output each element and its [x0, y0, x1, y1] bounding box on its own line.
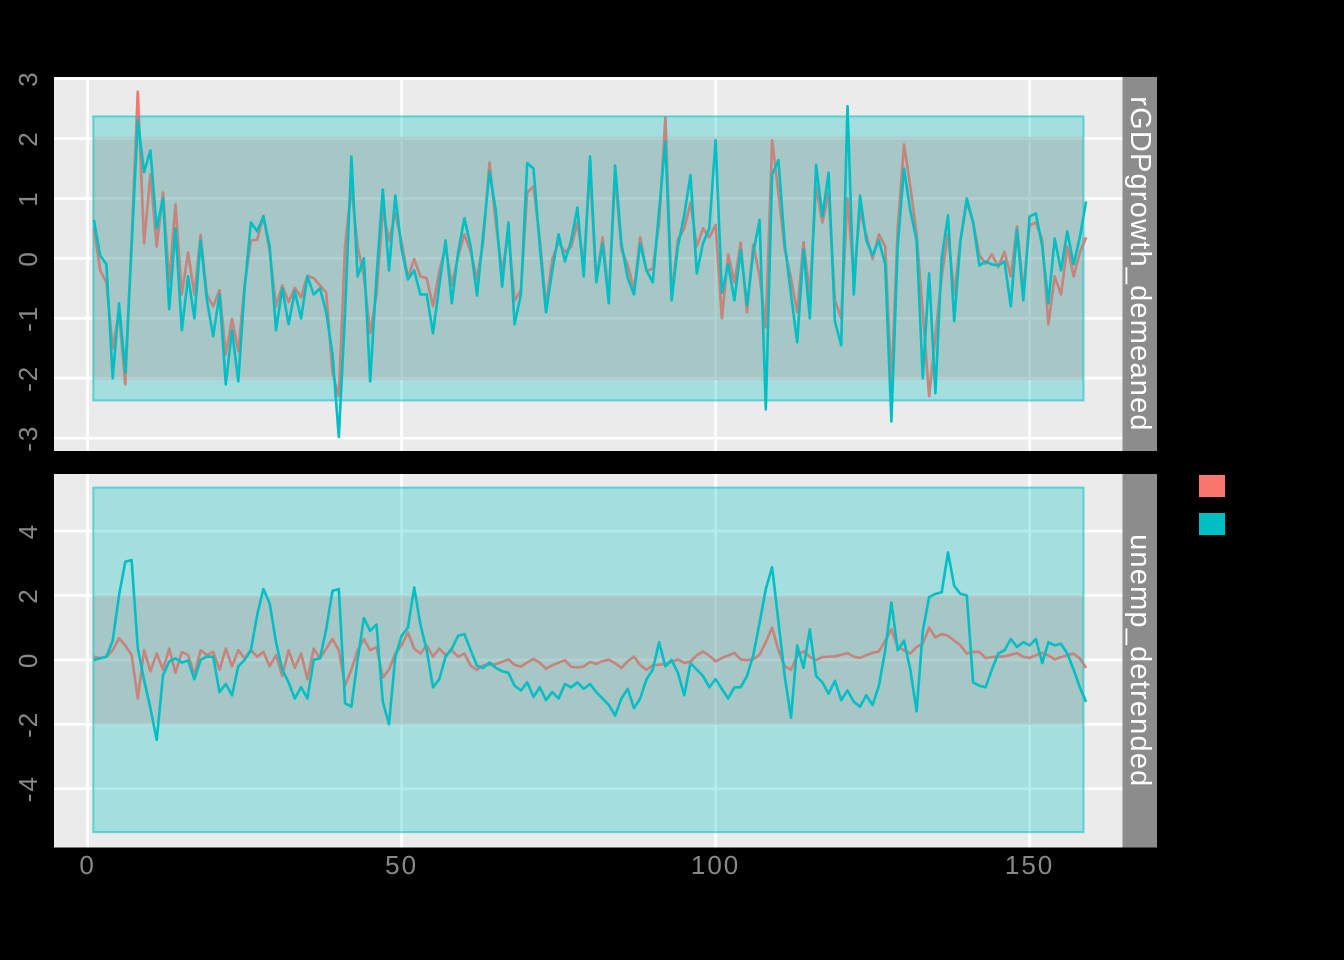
svg-text:-3: -3 [13, 425, 43, 452]
svg-text:50: 50 [385, 850, 418, 880]
svg-text:0: 0 [13, 250, 43, 266]
svg-text:unemp_detrended: unemp_detrended [1124, 534, 1156, 787]
svg-text:-4: -4 [13, 775, 43, 802]
svg-text:4: 4 [13, 523, 43, 539]
svg-text:0: 0 [13, 652, 43, 668]
svg-text:3: 3 [13, 70, 43, 86]
svg-text:-2: -2 [13, 365, 43, 392]
svg-text:1: 1 [13, 190, 43, 206]
svg-text:rGDPgrowth_demeaned: rGDPgrowth_demeaned [1124, 96, 1156, 432]
svg-text:2: 2 [13, 587, 43, 603]
svg-text:0: 0 [79, 850, 95, 880]
svg-text:100: 100 [691, 850, 740, 880]
svg-text:2: 2 [13, 130, 43, 146]
svg-text:-1: -1 [13, 305, 43, 332]
svg-text:150: 150 [1005, 850, 1054, 880]
svg-text:-2: -2 [13, 711, 43, 738]
